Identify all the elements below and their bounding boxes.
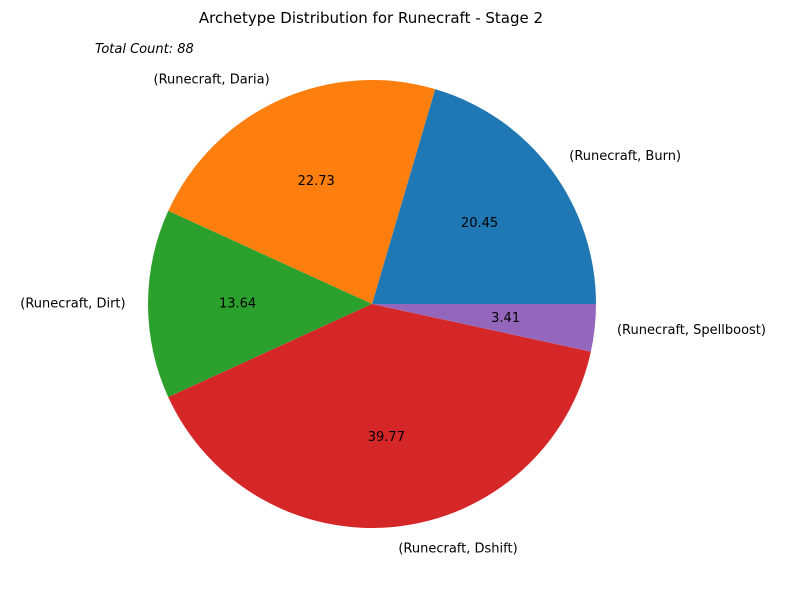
pie-labels: 20.45 (Runecraft, Burn) 22.73 (Runecraft, D…	[20, 72, 766, 556]
pie-pct-label-0: 20.45	[461, 216, 498, 231]
pie-pct-label-3: 39.77	[368, 430, 405, 445]
pie-slice-4	[372, 304, 596, 352]
total-count-annotation: Total Count: 88	[95, 42, 194, 57]
pie-category-label-4: (Runecraft, Spellboost)	[617, 323, 766, 338]
pie-pct-label-2: 13.64	[219, 297, 256, 312]
pie-category-label-3: (Runecraft, Dshift)	[398, 541, 517, 556]
pie-slice-2	[148, 210, 372, 398]
pie-slice-1	[168, 80, 436, 304]
pie-slice-0	[372, 89, 596, 304]
pie-category-label-0: (Runecraft, Burn)	[569, 149, 681, 164]
pie-pct-label-1: 22.73	[298, 174, 335, 189]
pie-pct-label-4: 3.41	[491, 311, 520, 326]
pie-category-label-1: (Runecraft, Daria)	[154, 72, 270, 87]
pie-category-label-2: (Runecraft, Dirt)	[20, 297, 125, 312]
pie-slice-3	[168, 304, 591, 528]
chart-title: Archetype Distribution for Runecraft - S…	[199, 9, 543, 27]
pie-slices	[148, 80, 596, 528]
